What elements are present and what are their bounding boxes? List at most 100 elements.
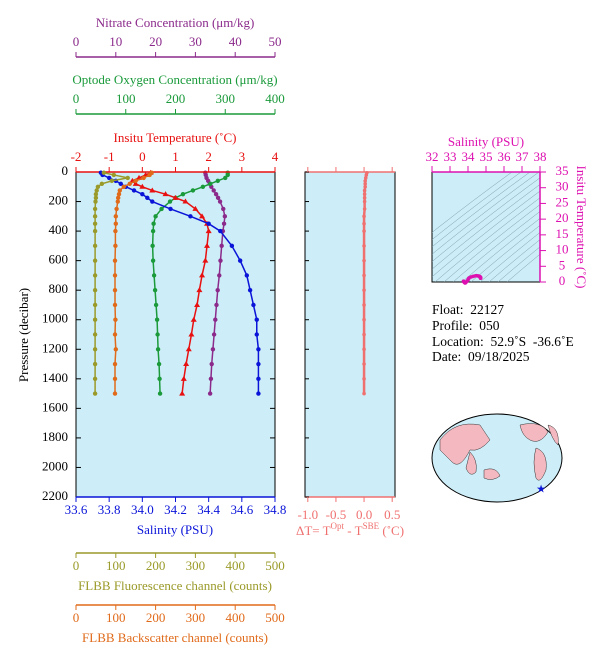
marker [92,332,98,337]
marker [92,347,98,352]
y-tick-label: 35 [556,163,569,178]
isopycnal [461,218,540,282]
marker [362,188,367,193]
y-tick-label: 5 [559,257,566,272]
x-tick-label: -1 [104,149,115,164]
marker [167,199,173,204]
marker [218,258,223,263]
marker [221,206,226,212]
marker [92,361,98,367]
marker [211,188,216,193]
x-tick-label: 34.0 [131,502,154,517]
world-map: ★ [431,413,563,503]
marker [92,214,98,219]
marker [140,191,145,197]
marker [204,242,211,248]
marker [362,199,367,204]
marker [185,346,192,352]
marker [218,228,223,234]
marker [157,391,163,396]
x-tick-label: 100 [116,91,136,106]
marker [92,273,98,278]
marker [362,303,366,307]
marker [251,302,256,308]
isopycnal [443,204,540,282]
marker [152,287,158,293]
marker [254,317,259,322]
marker [112,273,118,278]
marker [219,243,224,249]
marker [364,173,369,177]
info: Float: 22127 Profile: 050 Location: 52.9… [432,302,574,364]
marker [362,196,367,200]
y-tick-label: 1200 [42,340,68,355]
marker [113,228,118,234]
x-tick-label: 37 [516,149,530,164]
marker [118,181,123,187]
marker [112,287,118,293]
y-tick-label: 15 [556,226,569,241]
x-tick-label: 400 [265,91,285,106]
axis-title: Nitrate Concentration (μm/kg) [96,15,255,30]
marker [362,288,366,292]
label-part: ΔT= T [296,523,331,538]
x-tick-label: 10 [109,34,122,49]
y-tick-label: 600 [49,252,69,267]
axis-title: FLBB Backscatter channel (counts) [82,630,268,645]
marker [151,221,156,226]
y-tick-label: 0 [559,273,566,288]
x-tick-label: -1.0 [298,507,319,522]
marker [209,361,214,367]
marker [112,361,118,367]
x-tick-label: 0.5 [384,507,400,522]
marker [121,184,126,189]
marker [215,178,220,184]
x-tick-label: 2 [205,149,212,164]
y-tick-label: 2000 [42,458,68,473]
x-tick-label: 3 [239,149,246,164]
marker [256,361,261,367]
marker [256,347,261,352]
isopycnal [488,239,540,282]
marker [210,347,216,352]
marker [150,228,156,234]
marker [221,221,227,226]
y-tick-label: 400 [49,222,69,237]
marker [223,175,228,181]
marker [362,317,366,322]
marker [113,214,119,219]
x-tick-label: 34 [462,149,476,164]
y-tick-label: 25 [556,194,569,209]
isopycnal [470,225,540,282]
marker [180,375,187,381]
marker [93,199,98,204]
marker [207,391,213,396]
marker [196,287,203,293]
marker [199,272,206,278]
x-tick-label: 38 [534,149,547,164]
x-tick-label: 500 [265,610,285,625]
x-tick-label: 300 [216,91,236,106]
marker [200,184,206,189]
marker [92,206,98,212]
ts-point [478,276,483,281]
marker [139,183,146,189]
marker [362,332,366,337]
x-tick-label: 34.8 [264,502,287,517]
x-tick-label: 400 [225,610,245,625]
marker [127,181,132,187]
marker [154,317,160,322]
marker [155,332,160,337]
svg-text:★: ★ [536,484,546,496]
isopycnal [432,190,540,278]
marker [151,273,157,278]
marker [149,187,156,193]
y-tick-label: 2200 [42,488,68,503]
marker [111,172,117,178]
marker [208,181,213,187]
x-tick-label: 200 [166,91,186,106]
marker [256,391,261,396]
marker [363,184,367,189]
ts-x-title: Salinity (PSU) [448,134,524,149]
